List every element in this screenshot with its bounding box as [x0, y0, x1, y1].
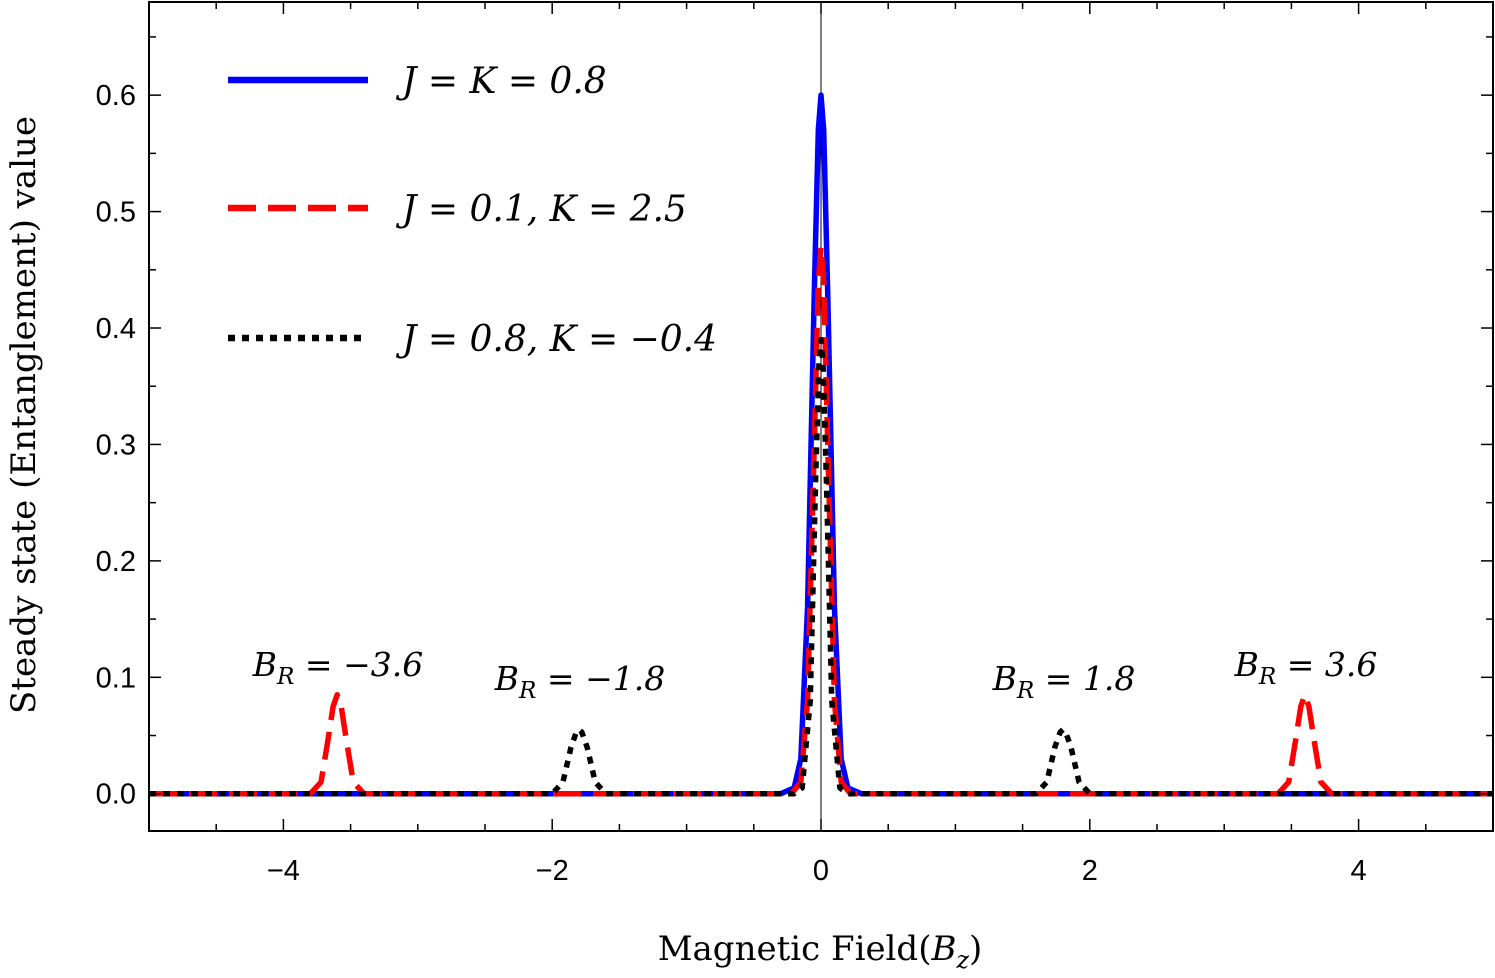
series-layer: [149, 92, 1493, 797]
y-tick-label: 0.2: [96, 546, 136, 578]
y-tick-label: 0.0: [96, 779, 136, 811]
series-line-2: [149, 243, 1493, 797]
y-tick-label: 0.6: [96, 80, 136, 112]
y-tick-label: 0.3: [96, 429, 136, 461]
axes-layer: −4 −2 0 2 4 0.0 0.1 0.2 0.3 0.4 0.5 0.6: [96, 1, 1494, 887]
series-line-3: [149, 336, 1493, 797]
y-tick-label: 0.4: [96, 313, 136, 345]
legend-label-1: J = K = 0.8: [395, 61, 607, 102]
y-axis-label: Steady state (Entanglement) value: [4, 116, 44, 714]
x-tick-label: −4: [267, 855, 300, 887]
annotation-label-2: BR = −1.8: [494, 659, 665, 704]
legend-label-2: J = 0.1, K = 2.5: [395, 189, 687, 230]
legend: J = K = 0.8 J = 0.1, K = 2.5 J = 0.8, K = …: [228, 61, 717, 360]
annotation-label-1: BR = −3.6: [252, 645, 423, 690]
y-tick-label: 0.1: [96, 662, 136, 694]
y-tick-label: 0.5: [96, 197, 136, 229]
x-tick-label: −2: [536, 855, 569, 887]
annotation-label-3: BR = 1.8: [992, 659, 1136, 704]
series-line-1: [149, 92, 1493, 797]
annotations: BR = −3.6 BR = −1.8 BR = 1.8 BR = 3.6: [252, 645, 1378, 704]
x-tick-label: 4: [1351, 855, 1367, 887]
legend-label-3: J = 0.8, K = −0.4: [395, 319, 717, 360]
axis-labels: Magnetic Field(Bz) Steady state (Entangle…: [4, 116, 982, 974]
x-tick-label: 0: [813, 855, 829, 887]
annotation-label-4: BR = 3.6: [1234, 645, 1378, 690]
x-tick-label: 2: [1082, 855, 1098, 887]
x-axis-label: Magnetic Field(Bz): [658, 929, 983, 974]
